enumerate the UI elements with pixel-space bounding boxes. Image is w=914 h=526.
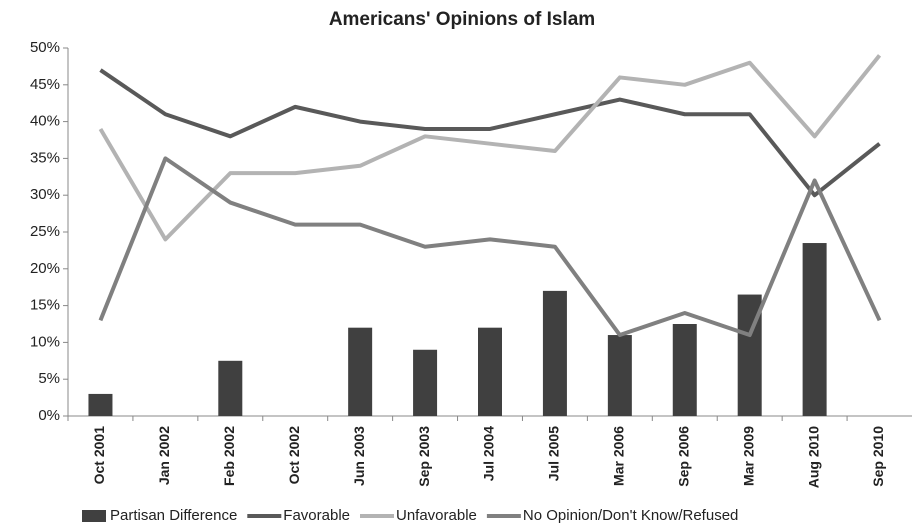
bar: [607, 335, 632, 416]
bar: [478, 327, 502, 416]
line-series: [99, 68, 881, 198]
legend-label: Partisan Difference: [110, 507, 237, 524]
line-series: [98, 54, 882, 242]
x-tick-label: Sep 2010: [870, 426, 886, 487]
y-tick-label: 15%: [30, 297, 60, 314]
y-tick-label: 10%: [30, 333, 60, 350]
line-series: [98, 156, 882, 338]
x-tick-label: Aug 2010: [805, 426, 821, 488]
chart-title: Americans' Opinions of Islam: [329, 9, 595, 30]
y-tick-label: 50%: [30, 39, 60, 56]
x-tick-label: Jul 2004: [481, 426, 497, 481]
x-tick-label: Sep 2003: [416, 426, 432, 487]
y-tick-label: 45%: [30, 76, 60, 93]
y-tick-label: 20%: [30, 260, 60, 277]
bar: [802, 243, 827, 416]
bar: [672, 324, 697, 416]
x-tick-label: Feb 2002: [221, 426, 237, 486]
y-tick-label: 25%: [30, 223, 60, 240]
y-tick-label: 35%: [30, 149, 60, 166]
legend-label: Favorable: [283, 507, 350, 524]
x-tick-label: Mar 2009: [740, 426, 756, 486]
x-tick-label: Mar 2006: [611, 426, 627, 486]
bar: [542, 290, 567, 416]
y-tick-label: 30%: [30, 186, 60, 203]
bar: [88, 393, 113, 416]
legend-label: Unfavorable: [396, 507, 477, 524]
y-tick-label: 5%: [38, 370, 60, 387]
bar: [218, 360, 243, 416]
y-tick-label: 0%: [38, 407, 60, 424]
x-tick-label: Sep 2006: [675, 426, 691, 487]
x-tick-label: Oct 2002: [286, 426, 302, 485]
x-tick-label: Jan 2002: [156, 426, 172, 485]
bar: [348, 327, 373, 416]
y-tick-label: 40%: [30, 113, 60, 130]
legend-label: No Opinion/Don't Know/Refused: [523, 507, 739, 524]
x-tick-label: Jun 2003: [351, 426, 367, 486]
x-tick-label: Jul 2005: [546, 426, 562, 481]
legend-swatch: [82, 510, 106, 522]
bar: [413, 349, 438, 416]
x-tick-label: Oct 2001: [91, 426, 107, 485]
